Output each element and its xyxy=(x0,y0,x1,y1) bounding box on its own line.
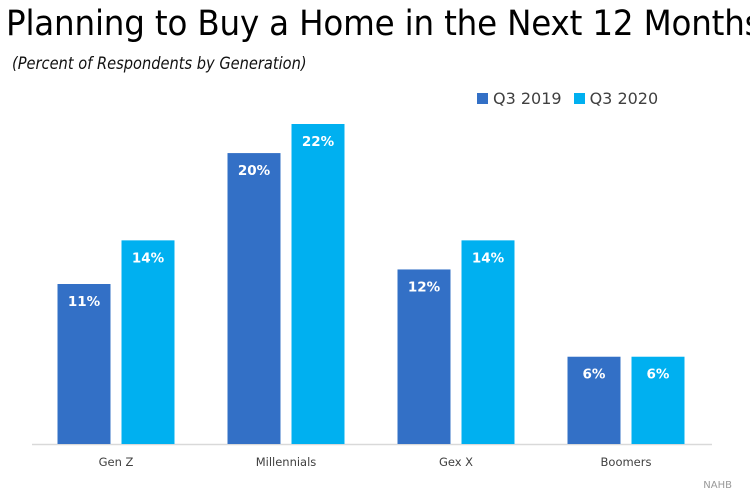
source-label: NAHB xyxy=(703,480,732,491)
legend-item-q3-2019: Q3 2019 xyxy=(477,89,562,108)
value-label-boomers-q3-2020: 6% xyxy=(647,367,670,383)
category-label-gen-z: Gen Z xyxy=(99,455,134,469)
bar-boomers-q3-2020 xyxy=(631,356,685,444)
bar-gex-x-q3-2020 xyxy=(461,240,515,444)
category-label-gex-x: Gex X xyxy=(439,455,473,469)
bar-millennials-q3-2020 xyxy=(291,124,345,444)
legend: Q3 2019 Q3 2020 xyxy=(477,89,670,108)
legend-swatch-q3-2020 xyxy=(573,93,585,104)
legend-swatch-q3-2019 xyxy=(477,93,488,104)
value-label-boomers-q3-2019: 6% xyxy=(583,367,606,383)
legend-item-q3-2020: Q3 2020 xyxy=(573,89,659,108)
value-label-millennials-q3-2020: 22% xyxy=(302,134,335,150)
value-label-gex-x-q3-2019: 12% xyxy=(408,279,441,295)
value-label-gen-z-q3-2020: 14% xyxy=(132,250,165,266)
chart-subtitle: (Percent of Respondents by Generation) xyxy=(12,54,307,74)
legend-label-q3-2020: Q3 2020 xyxy=(589,89,659,108)
bar-millennials-q3-2019 xyxy=(227,153,281,444)
category-label-boomers: Boomers xyxy=(601,455,652,469)
legend-label-q3-2019: Q3 2019 xyxy=(493,89,562,108)
bar-gex-x-q3-2019 xyxy=(397,269,451,444)
category-label-millennials: Millennials xyxy=(256,455,317,469)
value-label-millennials-q3-2019: 20% xyxy=(238,163,271,179)
value-label-gex-x-q3-2020: 14% xyxy=(472,250,505,266)
bar-boomers-q3-2019 xyxy=(567,356,621,444)
bar-gen-z-q3-2019 xyxy=(57,284,111,444)
chart-title: Planning to Buy a Home in the Next 12 Mo… xyxy=(6,4,750,44)
value-label-gen-z-q3-2019: 11% xyxy=(68,294,101,310)
bar-gen-z-q3-2020 xyxy=(121,240,175,444)
